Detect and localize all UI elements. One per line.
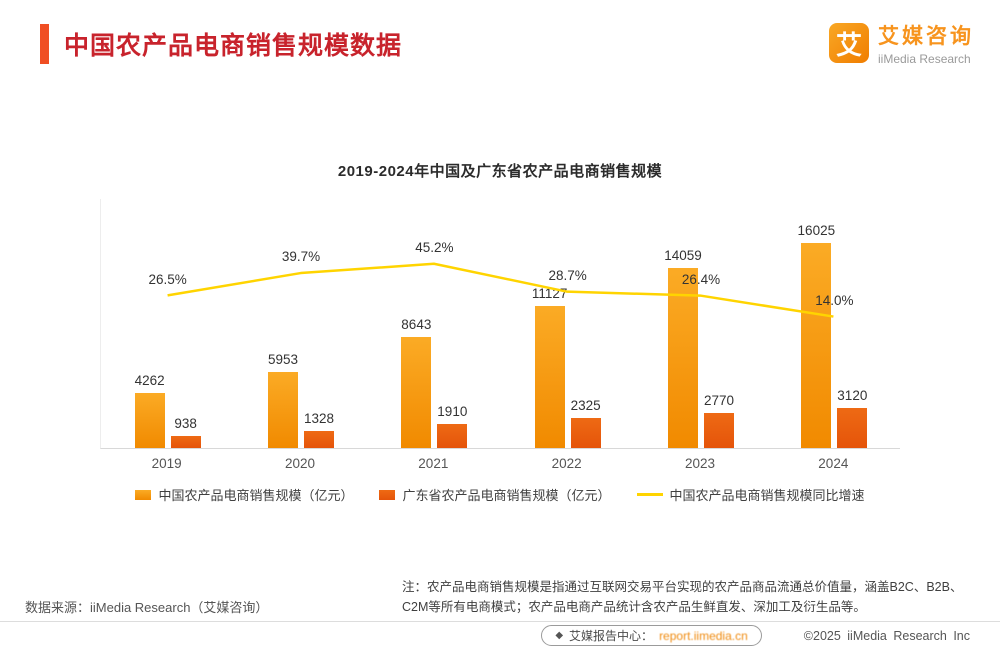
growth-rate-label: 39.7% [281,249,321,265]
bar-value-label: 3120 [837,388,868,404]
guangdong-sales-bar [170,436,201,448]
x-axis-label: 2022 [551,456,582,471]
bar-value-label: 16025 [797,223,836,238]
iimedia-logo: 艾 艾媒咨询 iiMedia Research [829,20,974,66]
china-sales-bar [268,371,298,448]
legend-marker-china-bar [135,489,152,500]
chart-plot-area: 4262 938 5953 1328 8643 1910 11127 2325 14059 277… [100,199,900,449]
legend-marker-growth-line [636,493,663,496]
china-sales-bar [134,393,165,448]
guangdong-sales-bar [837,408,868,448]
copyright-text: ©2025 iiMedia Research Inc [803,628,970,643]
logo-text: 艾媒咨询 iiMedia Research [878,20,974,66]
guangdong-sales-bar [704,412,734,448]
x-axis-label: 2024 [818,456,849,471]
bar-value-label: 1910 [437,403,468,419]
x-axis-label: 2021 [418,456,449,471]
legend-item-china-bar: 中国农产品电商销售规模（亿元） [135,485,353,504]
report-center-url[interactable]: report.iimedia.cn [659,628,748,643]
x-axis: 2019 2020 2021 2022 2023 2024 [100,449,900,475]
china-sales-bar [668,268,698,448]
legend-item-guangdong-bar: 广东省农产品电商销售规模（亿元） [379,485,611,504]
legend-label-china-bar: 中国农产品电商销售规模（亿元） [158,488,354,503]
guangdong-sales-bar [437,423,468,448]
footer-bar: ◆ 艾媒报告中心： report.iimedia.cn ©2025 iiMedi… [0,621,1000,650]
title-accent-bar [40,24,49,64]
china-sales-bar [401,337,432,448]
bar-value-label: 938 [174,416,197,432]
bar-value-label: 8643 [401,317,432,333]
growth-rate-label: 45.2% [415,240,454,255]
growth-rate-label: 28.7% [548,268,587,284]
report-icon: ◆ [555,630,564,641]
logo-name-cn: 艾媒咨询 [878,25,974,48]
methodology-note: 注：农产品电商销售规模是指通过互联网交易平台实现的农产品商品流通总价值量，涵盖B… [402,577,968,626]
bar-value-label: 14059 [664,248,702,264]
page-title: 中国农产品电商销售规模数据 [64,32,403,60]
guangdong-sales-bar [304,431,334,448]
bar-value-label: 2770 [703,392,735,408]
logo-name-en: iiMedia Research [878,52,971,66]
growth-rate-label: 26.4% [681,271,721,287]
growth-rate-label: 26.5% [148,271,187,287]
china-sales-bar [801,243,832,448]
legend-marker-guangdong-bar [379,489,396,500]
bar-value-label: 4262 [134,373,165,389]
chart-legend: 中国农产品电商销售规模（亿元） 广东省农产品电商销售规模（亿元） 中国农产品电商… [0,485,1000,504]
x-axis-label: 2023 [684,456,716,471]
bar-value-label: 5953 [267,351,299,367]
growth-rate-label: 14.0% [815,293,854,309]
x-axis-label: 2019 [151,456,182,471]
page-header: 中国农产品电商销售规模数据 艾 艾媒咨询 iiMedia Research [0,0,1000,66]
x-axis-label: 2020 [284,456,316,471]
bar-layer: 4262 938 5953 1328 8643 1910 11127 2325 14059 277… [101,199,900,448]
report-center-pill[interactable]: ◆ 艾媒报告中心： report.iimedia.cn [541,625,762,646]
legend-label-guangdong-bar: 广东省农产品电商销售规模（亿元） [402,488,611,503]
guangdong-sales-bar [570,418,601,448]
report-center-label: 艾媒报告中心： [569,629,654,643]
legend-label-growth-line: 中国农产品电商销售规模同比增速 [669,488,865,503]
china-sales-bar [534,305,565,448]
bar-value-label: 11127 [531,285,568,301]
legend-item-growth-line: 中国农产品电商销售规模同比增速 [636,485,865,504]
bottom-notes: 数据来源：iiMedia Research（艾媒咨询） 注：农产品电商销售规模是… [25,577,968,626]
iimedia-logo-icon: 艾 [829,23,869,63]
data-source-text: 数据来源：iiMedia Research（艾媒咨询） [25,600,269,615]
chart-title: 2019-2024年中国及广东省农产品电商销售规模 [337,163,663,180]
bar-value-label: 1328 [303,411,335,427]
bar-value-label: 2325 [570,398,601,414]
